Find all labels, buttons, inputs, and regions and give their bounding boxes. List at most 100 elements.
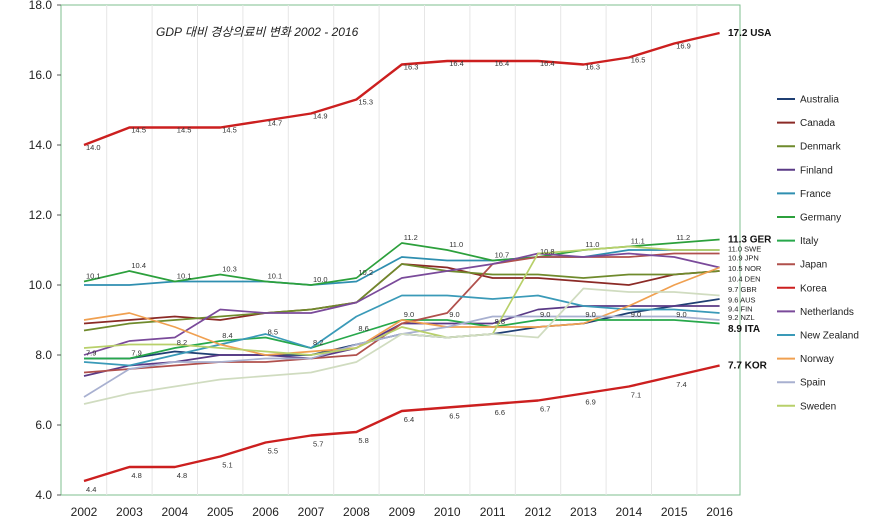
legend-label: New Zealand bbox=[800, 331, 859, 342]
end-label: 10.5 NOR bbox=[728, 264, 762, 273]
series-line-netherlands bbox=[83, 252, 720, 356]
data-label: 5.1 bbox=[222, 461, 232, 470]
data-label: 8.6 bbox=[358, 324, 368, 333]
x-tick-label: 2014 bbox=[615, 505, 642, 519]
legend-label: Finland bbox=[800, 165, 833, 176]
data-label: 9.0 bbox=[404, 310, 414, 319]
series-line-denmark bbox=[83, 263, 720, 332]
data-label: 14.5 bbox=[177, 126, 192, 135]
legend-label: Korea bbox=[800, 283, 827, 294]
x-tick-label: 2004 bbox=[161, 505, 188, 519]
data-label: 10.8 bbox=[540, 247, 555, 256]
data-label: 11.2 bbox=[404, 233, 418, 242]
data-labels: 14.0 14.5 14.5 14.5 14.7 14.9 15.3 16.3 16.4 16.4… bbox=[86, 42, 691, 495]
data-label: 9.0 bbox=[585, 310, 595, 319]
end-label: 10.4 DEN bbox=[728, 275, 761, 284]
data-label: 16.4 bbox=[449, 59, 464, 68]
data-label: 4.8 bbox=[131, 471, 141, 480]
x-tick-label: 2005 bbox=[207, 505, 234, 519]
end-label: 9.7 GBR bbox=[728, 285, 757, 294]
end-label: 11.3 GER bbox=[728, 235, 772, 246]
y-tick-label: 16.0 bbox=[29, 68, 53, 82]
data-label: 6.5 bbox=[449, 412, 459, 421]
data-label: 10.0 bbox=[313, 275, 328, 284]
data-label: 8.2 bbox=[313, 338, 323, 347]
end-label: 10.9 JPN bbox=[728, 254, 759, 263]
data-label: 4.4 bbox=[86, 485, 96, 494]
x-tick-label: 2009 bbox=[388, 505, 415, 519]
legend-label: Denmark bbox=[800, 142, 842, 153]
end-label: 8.9 ITA bbox=[728, 324, 760, 335]
x-tick-label: 2015 bbox=[661, 505, 688, 519]
y-tick-label: 18.0 bbox=[29, 0, 53, 12]
x-tick-label: 2011 bbox=[480, 505, 506, 519]
legend-label: Japan bbox=[800, 260, 827, 271]
data-label: 16.9 bbox=[676, 42, 691, 51]
data-label: 14.5 bbox=[131, 126, 146, 135]
data-label: 16.3 bbox=[404, 63, 419, 72]
data-label: 7.4 bbox=[676, 380, 686, 389]
series-line-new-zealand bbox=[83, 294, 720, 367]
series-line-usa bbox=[83, 31, 720, 147]
data-label: 4.8 bbox=[177, 471, 187, 480]
end-label: 11.0 SWE bbox=[728, 244, 761, 253]
x-tick-label: 2012 bbox=[525, 505, 552, 519]
data-label: 11.2 bbox=[676, 233, 690, 242]
x-tick-label: 2016 bbox=[706, 505, 733, 519]
data-label: 10.1 bbox=[268, 272, 283, 281]
data-label: 15.3 bbox=[358, 98, 373, 107]
x-axis: 2002 2003 2004 2005 2006 2007 2008 2009 2010 2011… bbox=[71, 505, 734, 519]
data-label: 9.0 bbox=[540, 310, 550, 319]
x-tick-label: 2008 bbox=[343, 505, 370, 519]
y-tick-label: 12.0 bbox=[29, 208, 53, 222]
series-line-france bbox=[84, 249, 720, 286]
legend-label: Germany bbox=[800, 213, 841, 224]
series-line-norway bbox=[83, 266, 720, 356]
end-label: 9.4 FIN bbox=[728, 304, 753, 313]
data-label: 5.5 bbox=[268, 447, 278, 456]
grid-lines bbox=[106, 5, 698, 495]
data-label: 6.4 bbox=[404, 415, 414, 424]
data-label: 16.4 bbox=[540, 59, 555, 68]
x-tick-label: 2006 bbox=[252, 505, 279, 519]
data-label: 14.0 bbox=[86, 143, 101, 152]
data-label: 14.5 bbox=[222, 126, 237, 135]
end-label: 7.7 KOR bbox=[728, 361, 768, 372]
chart-title: GDP 대비 경상의료비 변화 2002 - 2016 bbox=[156, 25, 359, 39]
data-label: 6.9 bbox=[585, 398, 595, 407]
data-label: 9.0 bbox=[676, 310, 686, 319]
end-label: 9.2 NZL bbox=[728, 313, 755, 322]
data-label: 5.7 bbox=[313, 440, 323, 449]
data-label: 9.0 bbox=[631, 310, 641, 319]
data-label: 5.8 bbox=[358, 436, 368, 445]
series-line-sweden bbox=[83, 245, 720, 356]
data-label: 11.0 bbox=[449, 240, 463, 249]
data-label: 11.1 bbox=[631, 237, 645, 246]
series-line-sweden-light- bbox=[83, 287, 720, 405]
data-label: 11.0 bbox=[585, 240, 599, 249]
y-tick-label: 8.0 bbox=[35, 348, 52, 362]
data-label: 14.7 bbox=[268, 119, 283, 128]
data-label: 10.2 bbox=[358, 268, 373, 277]
data-label: 10.4 bbox=[131, 261, 146, 270]
legend-label: Netherlands bbox=[800, 307, 854, 318]
data-label: 16.4 bbox=[495, 59, 510, 68]
data-label: 6.6 bbox=[495, 408, 505, 417]
data-label: 8.4 bbox=[222, 331, 232, 340]
data-label: 9.0 bbox=[449, 310, 459, 319]
series-line-japan bbox=[83, 252, 720, 374]
data-label: 7.1 bbox=[631, 391, 641, 400]
data-label: 16.5 bbox=[631, 56, 646, 65]
y-axis: 4.0 6.0 8.0 10.0 12.0 14.0 16.0 18.0 bbox=[29, 0, 61, 502]
data-label: 8.5 bbox=[268, 328, 278, 337]
data-label: 10.3 bbox=[222, 265, 237, 274]
y-tick-label: 6.0 bbox=[35, 418, 52, 432]
legend-label: Sweden bbox=[800, 401, 836, 412]
data-label: 8.2 bbox=[177, 338, 187, 347]
data-label: 14.9 bbox=[313, 112, 328, 121]
y-tick-label: 4.0 bbox=[35, 488, 52, 502]
x-tick-label: 2002 bbox=[71, 505, 98, 519]
legend-label: Australia bbox=[800, 95, 839, 106]
data-label: 16.3 bbox=[585, 63, 600, 72]
